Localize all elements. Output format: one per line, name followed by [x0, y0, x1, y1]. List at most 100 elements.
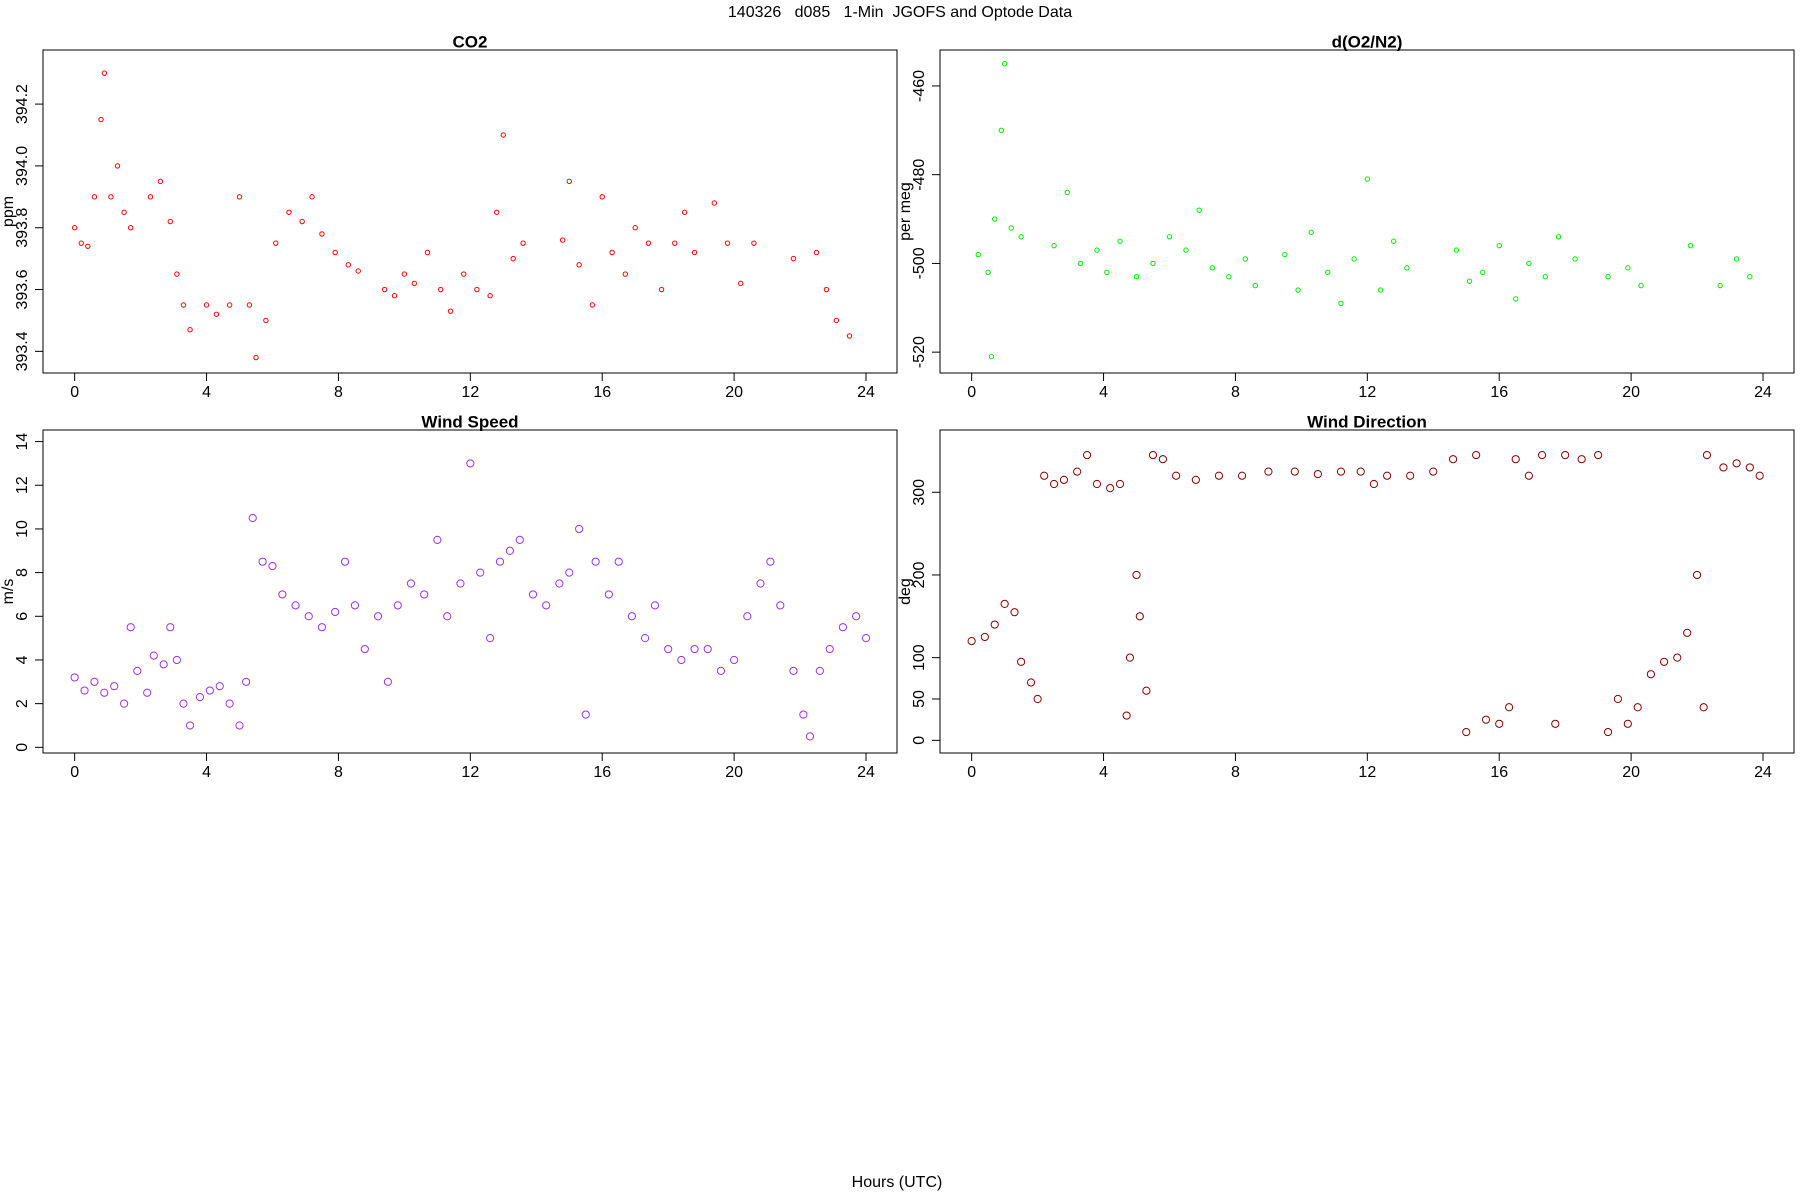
y-axis-label: per meg [897, 182, 914, 241]
data-point [658, 286, 665, 293]
data-point [589, 302, 596, 308]
data-point [1073, 467, 1082, 476]
x-tick-label: 4 [1099, 384, 1108, 401]
data-point [157, 178, 164, 185]
data-point [340, 557, 350, 566]
x-tick-label: 4 [202, 764, 211, 781]
data-point [672, 240, 678, 246]
data-point [1325, 269, 1331, 275]
data-point [1683, 628, 1692, 637]
data-point [253, 354, 259, 361]
x-tick-label: 12 [461, 764, 479, 781]
data-point [167, 218, 173, 225]
data-point [121, 209, 127, 215]
x-tick-label: 8 [334, 384, 343, 401]
data-point [108, 194, 114, 200]
data-point [505, 546, 514, 555]
data-point [317, 623, 327, 632]
data-point [1383, 471, 1392, 480]
data-point [71, 225, 78, 231]
data-point [640, 634, 650, 643]
data-point [406, 579, 416, 588]
data-point [1040, 471, 1049, 480]
data-point [542, 601, 551, 610]
data-point [1209, 265, 1216, 271]
data-point [381, 286, 388, 293]
data-point [555, 579, 564, 588]
x-tick-label: 20 [725, 764, 743, 781]
data-point [1077, 260, 1084, 267]
data-point [799, 710, 808, 719]
data-point [331, 607, 340, 617]
panel-title: d(O2/N2) [1332, 32, 1403, 51]
data-point [1577, 455, 1586, 464]
data-point [1282, 251, 1288, 258]
data-point [1448, 455, 1458, 464]
y-tick-label: 393.6 [14, 269, 31, 309]
data-point [1542, 274, 1549, 280]
data-point [85, 243, 91, 249]
data-point [1555, 234, 1562, 240]
data-point [126, 623, 135, 632]
data-point [461, 271, 467, 277]
data-point [515, 535, 524, 544]
panel-title: CO2 [453, 32, 488, 51]
x-tick-label: 12 [1358, 764, 1376, 781]
data-point [766, 557, 775, 566]
data-point [510, 255, 516, 262]
data-point [180, 302, 187, 308]
data-point [789, 666, 798, 675]
data-point [443, 612, 452, 621]
data-point [203, 302, 210, 308]
data-point [1673, 653, 1682, 662]
data-point [1429, 467, 1438, 476]
data-point [263, 317, 269, 324]
x-tick-label: 16 [1490, 384, 1508, 401]
x-tick-label: 24 [857, 764, 875, 781]
data-point [476, 568, 485, 577]
data-point [78, 240, 84, 246]
data-point [575, 524, 584, 534]
data-point [716, 666, 726, 675]
y-tick-label: 12 [14, 476, 31, 494]
data-point [236, 194, 243, 200]
y-tick-label: 14 [14, 433, 31, 451]
data-point [730, 655, 739, 665]
data-point [1125, 653, 1135, 662]
y-tick-label: 8 [14, 568, 31, 577]
data-point [286, 209, 292, 215]
y-tick-label: 10 [14, 520, 31, 538]
data-point [309, 194, 315, 200]
data-point [174, 271, 180, 277]
data-point [711, 200, 718, 206]
y-axis-label: m/s [0, 579, 17, 605]
data-point [998, 127, 1005, 134]
data-point [852, 612, 861, 621]
y-tick-label: 100 [911, 644, 928, 671]
x-tick-label: 20 [725, 384, 743, 401]
data-point [1033, 694, 1042, 704]
data-point [258, 557, 267, 566]
data-point [1699, 703, 1708, 712]
data-point [645, 240, 652, 246]
data-point [528, 590, 538, 599]
data-point [990, 620, 999, 629]
x-tick-label: 4 [202, 384, 211, 401]
data-point [1605, 274, 1611, 280]
data-point [591, 557, 600, 566]
data-point [304, 612, 313, 621]
data-point [1191, 475, 1200, 484]
data-point [1117, 238, 1123, 244]
data-point [614, 557, 623, 566]
data-point [581, 710, 590, 719]
data-point [393, 601, 402, 610]
data-point [980, 632, 989, 642]
data-point [1338, 300, 1344, 307]
data-point [1183, 247, 1189, 253]
data-point [195, 692, 205, 702]
data-point [1472, 450, 1481, 460]
data-point [456, 579, 465, 588]
data-point [1115, 479, 1125, 489]
data-point [650, 601, 660, 610]
data-point [1747, 274, 1753, 280]
